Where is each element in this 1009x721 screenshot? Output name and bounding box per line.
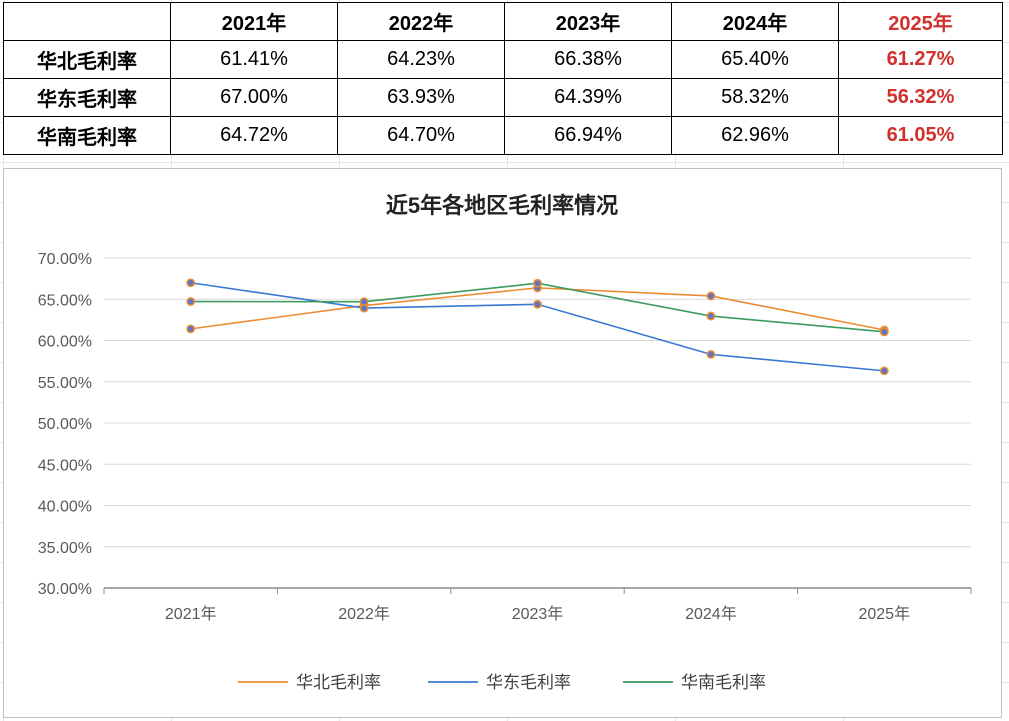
legend-label: 华北毛利率 xyxy=(296,673,381,692)
table-cell: 64.72% xyxy=(170,116,338,155)
data-point xyxy=(879,366,889,376)
table-cell-highlight: 56.32% xyxy=(838,78,1003,117)
y-tick-label: 65.00% xyxy=(38,292,92,309)
data-point xyxy=(186,278,196,288)
y-tick-label: 35.00% xyxy=(38,540,92,557)
x-tick-label: 2024年 xyxy=(685,605,737,623)
year-header: 2023年 xyxy=(504,2,672,41)
row-label: 华东毛利率 xyxy=(3,78,171,117)
y-tick-label: 70.00% xyxy=(38,251,92,268)
line-chart[interactable]: 近5年各地区毛利率情况 30.00% 35.00% 40.00% 45.00% 50.0… xyxy=(3,168,1002,718)
data-point xyxy=(879,327,889,337)
row-label: 华北毛利率 xyxy=(3,40,171,79)
axes: 30.00% 35.00% 40.00% 45.00% 50.00% 55.00% 60.0… xyxy=(38,251,972,623)
y-tick-label: 30.00% xyxy=(38,581,92,598)
table-cell: 66.94% xyxy=(504,116,672,155)
table-cell: 62.96% xyxy=(671,116,839,155)
table-corner-cell xyxy=(3,2,171,41)
data-point xyxy=(186,297,196,306)
table-row: 华北毛利率 61.41% 64.23% 66.38% 65.40% 61.27% xyxy=(3,40,1003,79)
legend-label: 华南毛利率 xyxy=(681,673,766,692)
table-cell: 61.41% xyxy=(170,40,338,79)
table-cell: 65.40% xyxy=(671,40,839,79)
data-point xyxy=(706,311,716,321)
series-line xyxy=(190,281,885,372)
x-tick-label: 2025年 xyxy=(858,605,910,623)
data-point xyxy=(359,297,369,307)
table-cell: 64.39% xyxy=(504,78,672,117)
chart-title: 近5年各地区毛利率情况 xyxy=(386,193,618,218)
row-label: 华南毛利率 xyxy=(3,116,171,155)
data-point xyxy=(533,299,542,309)
data-point xyxy=(186,324,196,334)
gridlines xyxy=(104,257,971,548)
x-tick-label: 2022年 xyxy=(338,605,390,623)
table-cell: 63.93% xyxy=(337,78,505,117)
year-header: 2021年 xyxy=(170,2,338,41)
table-cell: 67.00% xyxy=(170,78,338,117)
data-point xyxy=(533,278,542,288)
data-point xyxy=(706,291,716,301)
table-cell: 64.23% xyxy=(337,40,505,79)
y-tick-label: 55.00% xyxy=(38,375,92,392)
legend: 华北毛利率 华东毛利率 华南毛利率 xyxy=(238,673,766,692)
x-tick-label: 2021年 xyxy=(165,605,217,623)
year-header-highlight: 2025年 xyxy=(838,2,1003,41)
table-cell: 58.32% xyxy=(671,78,839,117)
year-header: 2022年 xyxy=(337,2,505,41)
y-tick-label: 50.00% xyxy=(38,416,92,433)
y-tick-label: 45.00% xyxy=(38,457,92,474)
table-cell-highlight: 61.27% xyxy=(838,40,1003,79)
legend-label: 华东毛利率 xyxy=(486,673,571,692)
y-tick-label: 60.00% xyxy=(38,334,92,351)
series-lines xyxy=(186,278,889,376)
table-cell-highlight: 61.05% xyxy=(838,116,1003,155)
line-chart-svg: 近5年各地区毛利率情况 30.00% 35.00% 40.00% 45.00% 50.0… xyxy=(38,193,972,692)
table-row: 华南毛利率 64.72% 64.70% 66.94% 62.96% 61.05% xyxy=(3,116,1003,155)
table-header-row: 2021年 2022年 2023年 2024年 2025年 xyxy=(3,2,1003,41)
data-point xyxy=(706,349,716,359)
table-cell: 64.70% xyxy=(337,116,505,155)
year-header: 2024年 xyxy=(671,2,839,41)
x-tick-label: 2023年 xyxy=(512,605,564,623)
data-table: 2021年 2022年 2023年 2024年 2025年 华北毛利率 61.4… xyxy=(3,2,1003,155)
table-row: 华东毛利率 67.00% 63.93% 64.39% 58.32% 56.32% xyxy=(3,78,1003,117)
y-tick-label: 40.00% xyxy=(38,499,92,516)
series-line xyxy=(190,287,885,331)
table-cell: 66.38% xyxy=(504,40,672,79)
